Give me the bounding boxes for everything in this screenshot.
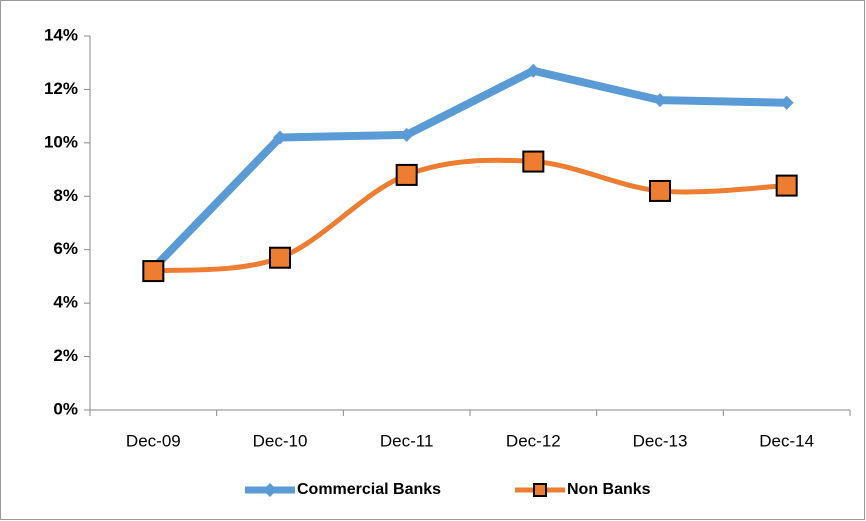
marker: [273, 130, 287, 145]
marker: [269, 246, 291, 269]
marker: [653, 93, 667, 108]
y-tick-label: 8%: [53, 186, 78, 205]
y-tick-label: 0%: [53, 399, 78, 418]
y-tick-label: 6%: [53, 239, 78, 258]
marker: [142, 260, 165, 283]
x-tick-label: Dec-14: [759, 431, 814, 450]
series-line: [153, 157, 787, 274]
legend-marker: [533, 483, 547, 497]
x-tick-label: Dec-10: [253, 431, 308, 450]
marker: [263, 483, 277, 497]
marker: [526, 63, 541, 78]
y-tick-label: 2%: [53, 346, 78, 365]
marker: [395, 163, 418, 186]
legend-label: Commercial Banks: [297, 481, 441, 498]
marker: [649, 179, 671, 202]
series-line: [150, 66, 787, 272]
x-tick-label: Dec-09: [126, 431, 181, 450]
marker: [775, 174, 798, 197]
marker: [522, 150, 545, 173]
y-tick-label: 14%: [44, 25, 78, 44]
x-tick-label: Dec-12: [506, 431, 561, 450]
x-tick-label: Dec-11: [380, 431, 434, 450]
x-tick-label: Dec-13: [633, 431, 688, 450]
y-tick-label: 4%: [53, 293, 78, 312]
marker: [779, 95, 794, 110]
marker: [399, 127, 414, 142]
legend-label: Non Banks: [567, 481, 651, 498]
y-tick-label: 12%: [44, 79, 78, 98]
y-tick-label: 10%: [44, 132, 78, 151]
